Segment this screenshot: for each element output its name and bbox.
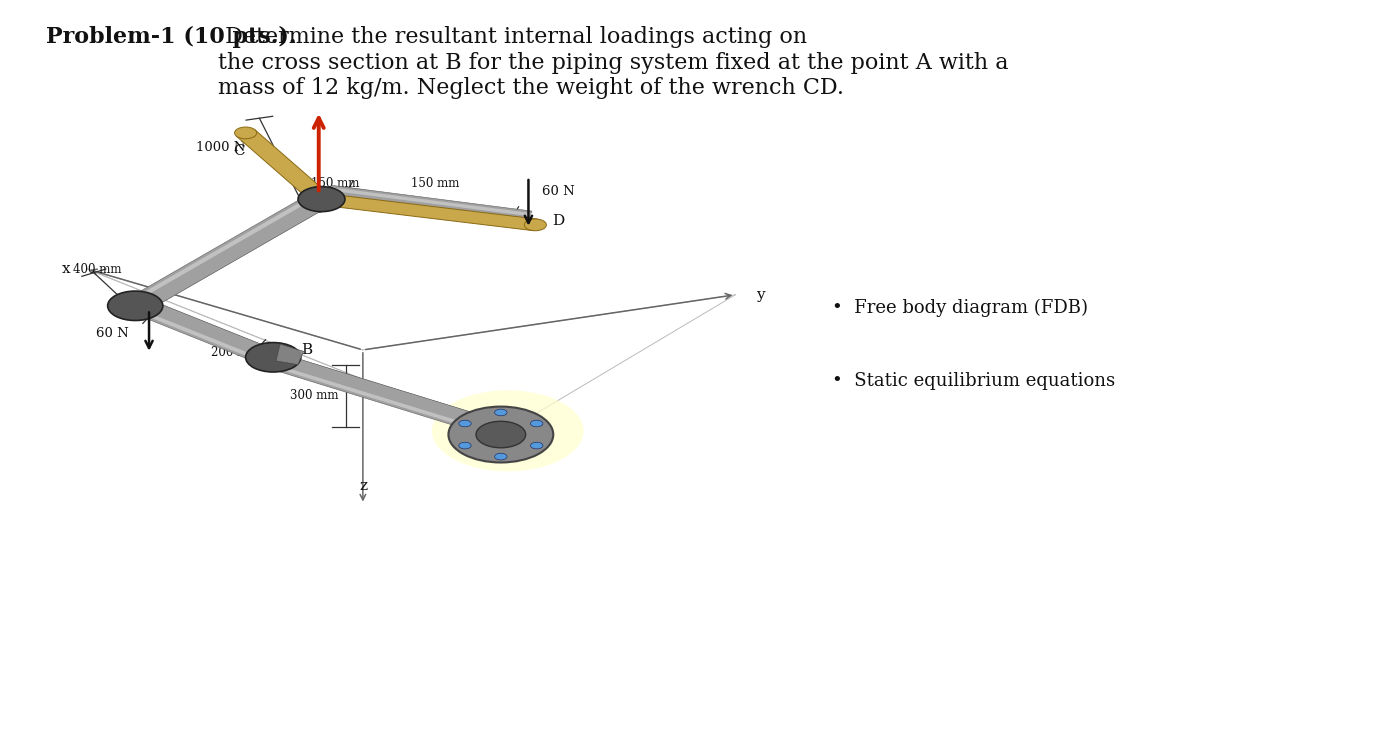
Polygon shape <box>329 187 532 217</box>
Circle shape <box>476 421 526 448</box>
Polygon shape <box>276 344 304 365</box>
Circle shape <box>448 406 554 463</box>
Circle shape <box>246 342 301 372</box>
Circle shape <box>530 420 543 427</box>
Text: z: z <box>359 479 366 493</box>
Circle shape <box>494 409 507 416</box>
Text: 200 mm: 200 mm <box>211 346 260 359</box>
Polygon shape <box>151 303 268 352</box>
Polygon shape <box>319 193 537 231</box>
Circle shape <box>459 442 471 449</box>
Text: •  Free body diagram (FDB): • Free body diagram (FDB) <box>831 298 1088 317</box>
Text: 150 mm: 150 mm <box>311 177 359 190</box>
Text: Determine the resultant internal loadings acting on
the cross section at B for t: Determine the resultant internal loading… <box>218 26 1009 99</box>
Polygon shape <box>325 196 527 227</box>
Text: •  Static equilibrium equations: • Static equilibrium equations <box>831 372 1115 390</box>
Circle shape <box>108 291 162 321</box>
Text: 1000 N: 1000 N <box>196 141 246 154</box>
Polygon shape <box>279 358 497 434</box>
Circle shape <box>311 193 333 205</box>
Text: B: B <box>301 343 312 357</box>
Circle shape <box>459 420 471 427</box>
Circle shape <box>235 127 257 139</box>
Text: 300 mm: 300 mm <box>290 389 339 403</box>
Text: x: x <box>61 262 71 276</box>
Text: D: D <box>552 214 564 228</box>
Circle shape <box>525 219 547 231</box>
Polygon shape <box>289 358 497 425</box>
Polygon shape <box>325 185 532 227</box>
Polygon shape <box>282 367 487 432</box>
Text: C: C <box>233 144 244 158</box>
Circle shape <box>298 187 346 211</box>
Text: 150 mm: 150 mm <box>411 177 459 190</box>
Text: Problem-1 (10 pts.).: Problem-1 (10 pts.). <box>46 26 296 48</box>
Polygon shape <box>236 130 330 202</box>
Circle shape <box>530 442 543 449</box>
Text: y: y <box>756 288 765 302</box>
Text: 400 mm: 400 mm <box>74 263 122 276</box>
Polygon shape <box>142 312 257 359</box>
Text: A: A <box>522 423 533 437</box>
Polygon shape <box>130 197 326 307</box>
Circle shape <box>432 391 583 471</box>
Text: 60 N: 60 N <box>96 327 128 340</box>
Polygon shape <box>133 199 311 300</box>
Polygon shape <box>146 205 326 307</box>
Circle shape <box>494 453 507 460</box>
Text: 60 N: 60 N <box>543 185 575 198</box>
Polygon shape <box>140 303 268 360</box>
Circle shape <box>311 193 333 205</box>
